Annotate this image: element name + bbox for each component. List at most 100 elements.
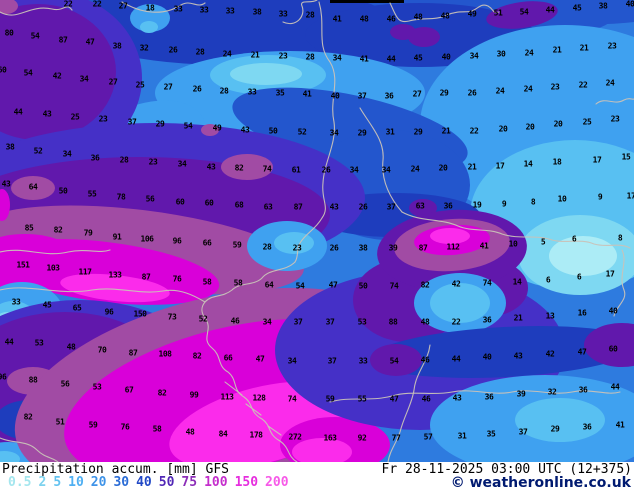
grid-value: 117 [78, 267, 92, 277]
grid-value: 28 [119, 155, 129, 165]
grid-value: 13 [545, 311, 555, 321]
grid-value: 112 [446, 242, 460, 252]
footer-line-2: 0.5 2 5 10 20 30 40 50 75 100 150 200 © weatheronli… [0, 475, 634, 490]
grid-value: 8 [530, 197, 536, 207]
legend-value: 10 [68, 475, 84, 490]
grid-value: 37 [325, 317, 335, 327]
legend-value: 2 [38, 475, 47, 490]
grid-value: 49 [212, 123, 222, 133]
grid-value: 27 [108, 77, 118, 87]
grid-value: 34 [79, 74, 89, 84]
grid-value: 26 [329, 243, 339, 253]
grid-value: 23 [292, 243, 302, 253]
map-datetime: Fr 28-11-2025 03:00 UTC (12+375) [381, 462, 632, 477]
grid-value: 19 [472, 200, 482, 210]
grid-value: 33 [247, 87, 257, 97]
grid-value: 50 [58, 186, 68, 196]
grid-value: 85 [24, 223, 34, 233]
grid-value: 35 [486, 429, 496, 439]
grid-value: 26 [321, 165, 331, 175]
grid-value: 55 [87, 189, 97, 199]
grid-value: 33 [173, 4, 183, 14]
grid-value: 103 [46, 263, 60, 273]
grid-value: 35 [275, 88, 285, 98]
top-edge-artifact [330, 0, 404, 3]
grid-value: 38 [5, 142, 15, 152]
grid-value: 18 [145, 3, 155, 13]
grid-value: 34 [262, 317, 272, 327]
grid-value: 78 [116, 192, 126, 202]
grid-value: 44 [13, 107, 23, 117]
grid-value: 43 [452, 393, 462, 403]
grid-value: 47 [328, 280, 338, 290]
grid-value: 17 [592, 155, 602, 165]
grid-value: 42 [52, 71, 62, 81]
grid-value: 96 [172, 236, 182, 246]
grid-value: 44 [610, 382, 620, 392]
grid-value: 24 [495, 86, 505, 96]
grid-value: 43 [42, 109, 52, 119]
grid-value: 9 [597, 192, 603, 202]
legend-value: 150 [234, 475, 259, 490]
grid-value: 40 [625, 0, 634, 9]
legend-value: 75 [181, 475, 198, 490]
grid-value: 87 [418, 243, 428, 253]
grid-value: 64 [28, 182, 38, 192]
grid-value: 23 [610, 114, 620, 124]
grid-value: 34 [381, 165, 391, 175]
grid-value: 36 [578, 385, 588, 395]
grid-value: 29 [550, 424, 560, 434]
grid-value: 76 [172, 274, 182, 284]
precip-grid-values: 22 22 27 18 33 33 33 38 33 28 41 48 46 48 48 49 51 54 44 45… [0, 0, 634, 443]
grid-value: 92 [357, 433, 367, 443]
grid-value: 36 [484, 392, 494, 402]
grid-value: 28 [195, 47, 205, 57]
grid-value: 27 [412, 89, 422, 99]
grid-value: 50 [268, 126, 278, 136]
legend-value: 30 [113, 475, 130, 490]
grid-value: 37 [386, 202, 396, 212]
grid-value: 20 [498, 124, 508, 134]
grid-value: 54 [295, 281, 305, 291]
grid-value: 42 [451, 279, 461, 289]
grid-value: 39 [388, 243, 398, 253]
grid-value: 96 [0, 372, 7, 382]
grid-value: 87 [141, 272, 151, 282]
grid-value: 55 [357, 394, 367, 404]
grid-value: 36 [90, 153, 100, 163]
grid-value: 22 [92, 0, 102, 9]
grid-value: 24 [410, 164, 420, 174]
grid-value: 53 [34, 338, 44, 348]
grid-value: 33 [11, 297, 21, 307]
grid-value: 25 [135, 80, 145, 90]
grid-value: 41 [359, 54, 369, 64]
grid-value: 34 [287, 356, 297, 366]
grid-value: 68 [234, 200, 244, 210]
precip-map-svg [0, 0, 634, 462]
grid-value: 33 [199, 5, 209, 15]
grid-value: 24 [222, 49, 232, 59]
grid-value: 42 [545, 349, 555, 359]
grid-value: 9 [501, 199, 507, 209]
grid-value: 58 [233, 278, 243, 288]
grid-value: 24 [605, 78, 615, 88]
grid-value: 84 [218, 429, 228, 439]
grid-value: 53 [357, 317, 367, 327]
grid-value: 25 [582, 117, 592, 127]
grid-value: 34 [177, 159, 187, 169]
grid-value: 34 [62, 149, 72, 159]
grid-value: 6 [545, 275, 551, 285]
grid-value: 21 [467, 162, 477, 172]
grid-value: 17 [626, 191, 634, 201]
grid-value: 52 [297, 127, 307, 137]
grid-value: 59 [232, 240, 242, 250]
grid-value: 22 [63, 0, 73, 9]
precip-legend: 0.5 2 5 10 20 30 40 50 75 100 150 200 [8, 475, 296, 490]
grid-value: 43 [206, 162, 216, 172]
grid-value: 36 [443, 201, 453, 211]
grid-value: 37 [518, 427, 528, 437]
grid-value: 45 [572, 3, 582, 13]
grid-value: 49 [467, 9, 477, 19]
grid-value: 82 [234, 163, 244, 173]
grid-value: 37 [327, 356, 337, 366]
